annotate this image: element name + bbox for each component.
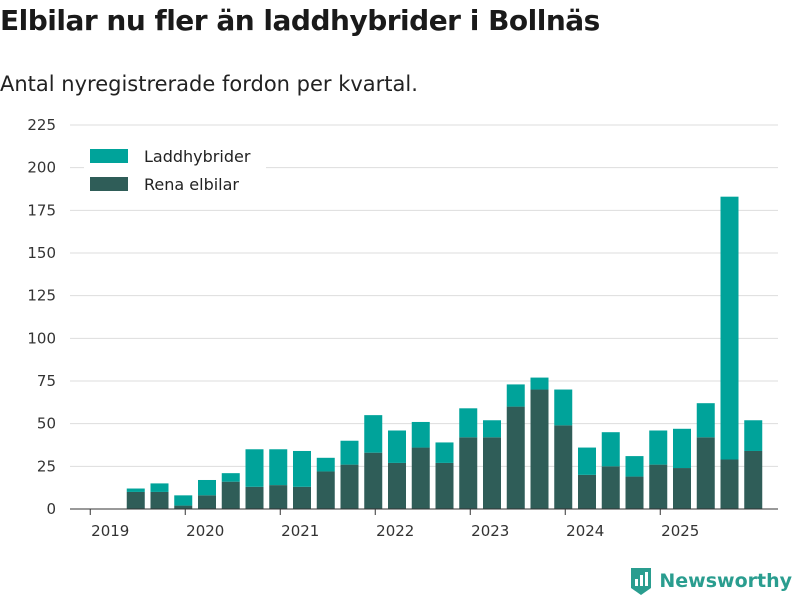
chart-subtitle: Antal nyregistrerade fordon per kvartal. [0,72,418,96]
bar-rena-elbilar [198,495,216,509]
y-tick-label: 50 [37,415,56,433]
bar-laddhybrider [554,389,573,426]
bar-rena-elbilar [673,468,691,509]
legend-swatch-rena-elbilar [90,177,128,191]
y-tick-label: 175 [27,201,56,219]
y-tick-label: 25 [37,457,56,475]
chart-title: Elbilar nu fler än laddhybrider i Bollnä… [0,4,600,37]
y-tick-label: 225 [27,116,56,134]
bar-laddhybrider [316,457,335,472]
bar-laddhybrider [340,440,359,465]
bar-rena-elbilar [649,464,668,509]
y-tick-label: 150 [27,244,56,262]
bar-laddhybrider [293,450,311,487]
legend-label-laddhybrider: Laddhybrider [144,146,251,166]
bar-rena-elbilar [483,437,501,509]
bar-laddhybrider [435,442,454,463]
y-tick-label: 125 [27,287,56,305]
x-tick-label: 2024 [566,522,604,540]
bar-rena-elbilar [411,447,430,509]
y-tick-label: 75 [37,372,56,390]
x-tick-label: 2022 [376,522,414,540]
bar-laddhybrider [578,447,596,475]
x-tick-label: 2023 [471,522,509,540]
bar-rena-elbilar [340,464,359,509]
bar-rena-elbilar [221,481,240,509]
brand-logo: Newsworthy [629,566,792,596]
bar-rena-elbilar [696,437,715,509]
bar-rena-elbilar [744,450,763,509]
legend-label-rena-elbilar: Rena elbilar [144,174,239,194]
brand-name: Newsworthy [659,570,792,592]
bar-rena-elbilar [388,462,406,509]
bar-laddhybrider [696,403,715,438]
y-tick-label: 200 [27,159,56,177]
bar-laddhybrider [364,415,383,453]
bar-laddhybrider [673,428,691,469]
bar-rena-elbilar [245,486,264,509]
x-tick-label: 2020 [186,522,224,540]
x-tick-label: 2021 [281,522,319,540]
bar-rena-elbilar [174,505,193,509]
bar-laddhybrider [720,196,739,460]
x-tick-label: 2019 [91,522,129,540]
bar-laddhybrider [483,420,501,438]
bar-laddhybrider [530,377,549,390]
x-tick-label: 2025 [661,522,699,540]
bar-laddhybrider [245,449,264,487]
bar-laddhybrider [601,432,620,467]
chart-legend: Laddhybrider Rena elbilar [84,140,267,202]
bar-rena-elbilar [625,476,644,509]
bar-rena-elbilar [506,406,525,509]
bar-rena-elbilar [435,462,454,509]
bar-laddhybrider [649,430,668,465]
bar-laddhybrider [174,495,193,506]
bar-laddhybrider [198,479,216,496]
bar-laddhybrider [459,408,478,438]
newsworthy-logo-icon [631,568,652,595]
bar-rena-elbilar [720,459,739,509]
bar-laddhybrider [150,483,169,492]
bar-rena-elbilar [316,471,335,509]
bar-rena-elbilar [554,425,573,509]
bar-rena-elbilar [364,452,383,509]
bar-rena-elbilar [601,466,620,509]
y-tick-label: 100 [27,329,56,347]
bar-rena-elbilar [150,491,169,509]
bar-laddhybrider [269,449,288,486]
legend-item-rena-elbilar: Rena elbilar [90,170,250,198]
bar-laddhybrider [625,456,644,477]
bar-rena-elbilar [530,389,549,509]
legend-item-laddhybrider: Laddhybrider [90,142,250,170]
bar-rena-elbilar [126,491,145,509]
bar-laddhybrider [744,420,763,451]
bar-rena-elbilar [578,474,596,509]
bar-rena-elbilar [269,485,288,509]
bar-rena-elbilar [459,437,478,509]
bar-laddhybrider [388,430,406,463]
legend-swatch-laddhybrider [90,149,128,163]
bar-rena-elbilar [293,486,311,509]
bar-laddhybrider [411,421,430,448]
bar-laddhybrider [506,384,525,407]
y-tick-label: 0 [46,500,56,518]
bar-laddhybrider [221,473,240,482]
bar-laddhybrider [126,488,145,492]
